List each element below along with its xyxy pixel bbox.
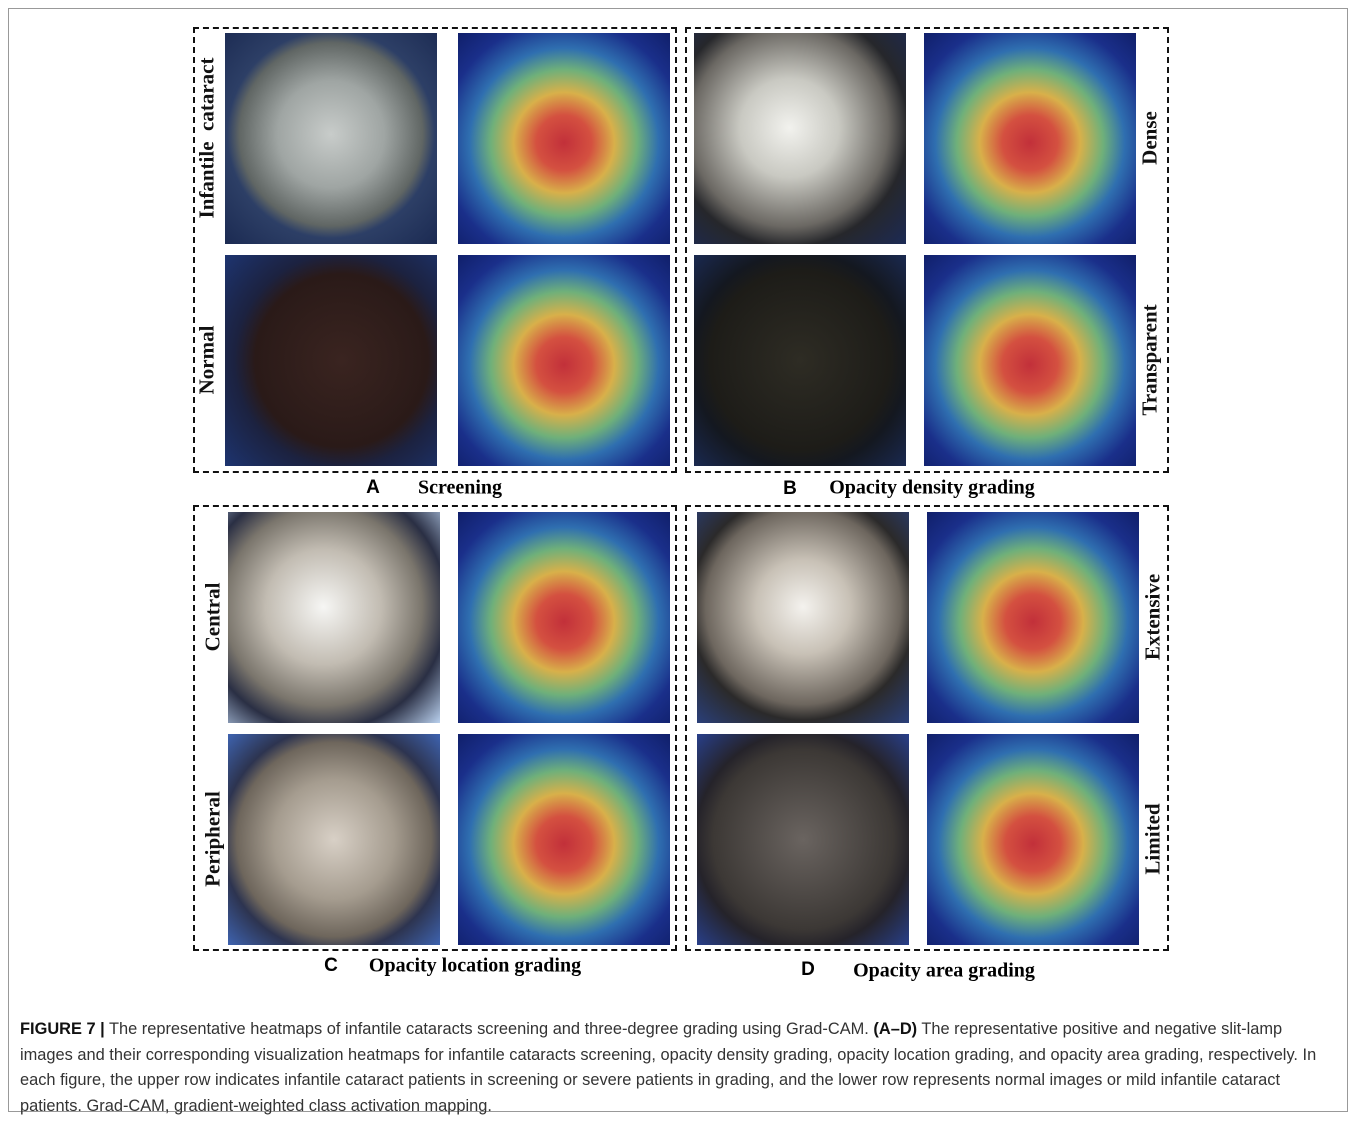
row-label: Peripheral	[201, 791, 226, 887]
row-label: Extensive	[1141, 574, 1166, 660]
panel-title: Opacity location grading	[369, 955, 581, 978]
caption-text: The representative heatmaps of infantile…	[105, 1020, 874, 1038]
panel-title: Screening	[418, 477, 502, 500]
row-label: Central	[201, 583, 226, 652]
panel-letter: A	[366, 477, 380, 499]
heatmap-image	[458, 255, 670, 466]
slit-lamp-image	[697, 512, 909, 723]
row-label: Normal	[195, 326, 220, 395]
heatmap-image	[458, 512, 670, 723]
panel-letter: D	[801, 959, 815, 981]
slit-lamp-image	[225, 33, 437, 244]
heatmap-image	[924, 255, 1136, 466]
page: FIGURE 7 | The representative heatmaps o…	[0, 0, 1358, 1122]
panel-letter: B	[783, 478, 797, 500]
caption-label: FIGURE 7 |	[20, 1020, 105, 1038]
panel-title: Opacity area grading	[853, 960, 1035, 983]
row-label: Infantile cataract	[195, 58, 220, 219]
row-label: Transparent	[1138, 304, 1163, 415]
caption: FIGURE 7 | The representative heatmaps o…	[20, 1017, 1338, 1119]
heatmap-image	[458, 33, 670, 244]
row-label: Limited	[1141, 803, 1166, 874]
slit-lamp-image	[228, 734, 440, 945]
slit-lamp-image	[694, 33, 906, 244]
heatmap-image	[927, 512, 1139, 723]
slit-lamp-image	[694, 255, 906, 466]
caption-range: (A–D)	[873, 1020, 917, 1038]
row-label: Dense	[1138, 111, 1163, 165]
slit-lamp-image	[228, 512, 440, 723]
heatmap-image	[924, 33, 1136, 244]
slit-lamp-image	[697, 734, 909, 945]
panel-letter: C	[324, 955, 338, 977]
slit-lamp-image	[225, 255, 437, 466]
panel-title: Opacity density grading	[829, 477, 1035, 500]
heatmap-image	[458, 734, 670, 945]
heatmap-image	[927, 734, 1139, 945]
